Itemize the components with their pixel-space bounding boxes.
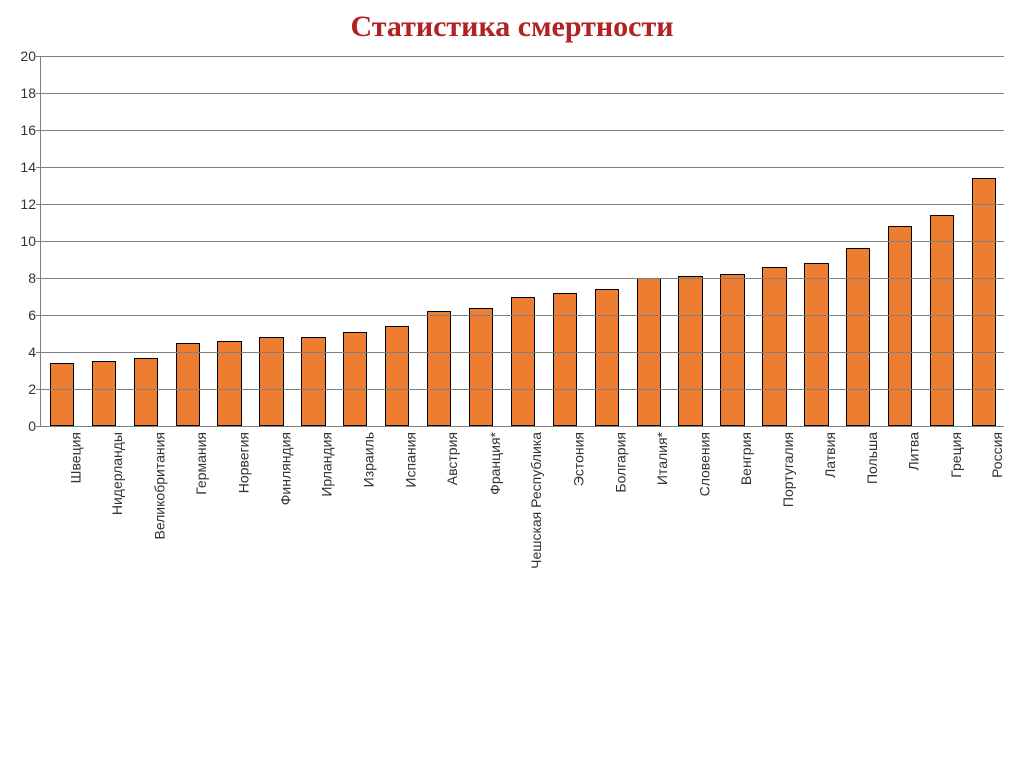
y-tick [36,204,41,205]
bar [176,343,200,426]
x-axis-labels: Швеция Нидерланды Великобритания Германия Но… [40,426,1004,626]
chart-title: Статистика смертности [0,0,1024,52]
bar [134,358,158,426]
gridline [41,167,1004,168]
x-tick-label: Великобритания [151,432,167,540]
x-tick-label: Германия [193,432,209,495]
x-tick-label: Португалия [780,432,796,507]
y-tick [36,389,41,390]
x-tick-label: Венгрия [738,432,754,485]
bar [762,267,786,426]
gridline [41,56,1004,57]
chart-container: 02468101214161820 ШвецияНидерландыВелико… [14,56,1010,753]
bar [92,361,116,426]
x-tick-label: Финляндия [277,432,293,505]
gridline [41,315,1004,316]
y-tick [36,93,41,94]
bar [259,337,283,426]
gridline [41,278,1004,279]
x-tick-label: Норвегия [235,432,251,493]
x-tick-label: Эстония [570,432,586,486]
bar [553,293,577,426]
bar [846,248,870,426]
x-tick-label: Ирландия [319,432,335,497]
y-tick [36,241,41,242]
y-tick [36,130,41,131]
x-tick-label: Словения [696,432,712,496]
bar [888,226,912,426]
gridline [41,93,1004,94]
bar [385,326,409,426]
x-tick-label: Израиль [361,432,377,487]
x-tick-label: Польша [864,432,880,484]
x-tick-label: Россия [989,432,1005,478]
bar [50,363,74,426]
gridline [41,389,1004,390]
y-tick [36,167,41,168]
gridline [41,130,1004,131]
bar [930,215,954,426]
x-tick-label: Австрия [444,432,460,485]
x-tick-label: Швеция [67,432,83,483]
bar [469,308,493,426]
x-tick-label: Нидерланды [109,432,125,515]
x-tick-label: Чешская Республика [528,432,544,569]
gridline [41,241,1004,242]
x-tick-label: Испания [403,432,419,488]
x-tick-label: Латвия [822,432,838,478]
x-tick-label: Италия* [654,432,670,485]
gridline [41,352,1004,353]
bar [343,332,367,426]
bar [301,337,325,426]
bar [804,263,828,426]
bar [720,274,744,426]
y-tick [36,315,41,316]
bar [595,289,619,426]
x-tick-label: Литва [906,432,922,471]
gridline [41,204,1004,205]
x-tick-label: Франция* [486,432,502,495]
x-tick-label: Болгария [612,432,628,493]
plot-area [40,56,1004,426]
y-tick [36,56,41,57]
y-tick [36,352,41,353]
bar [217,341,241,426]
y-tick [36,278,41,279]
bar [427,311,451,426]
x-tick-label: Греция [947,432,963,478]
